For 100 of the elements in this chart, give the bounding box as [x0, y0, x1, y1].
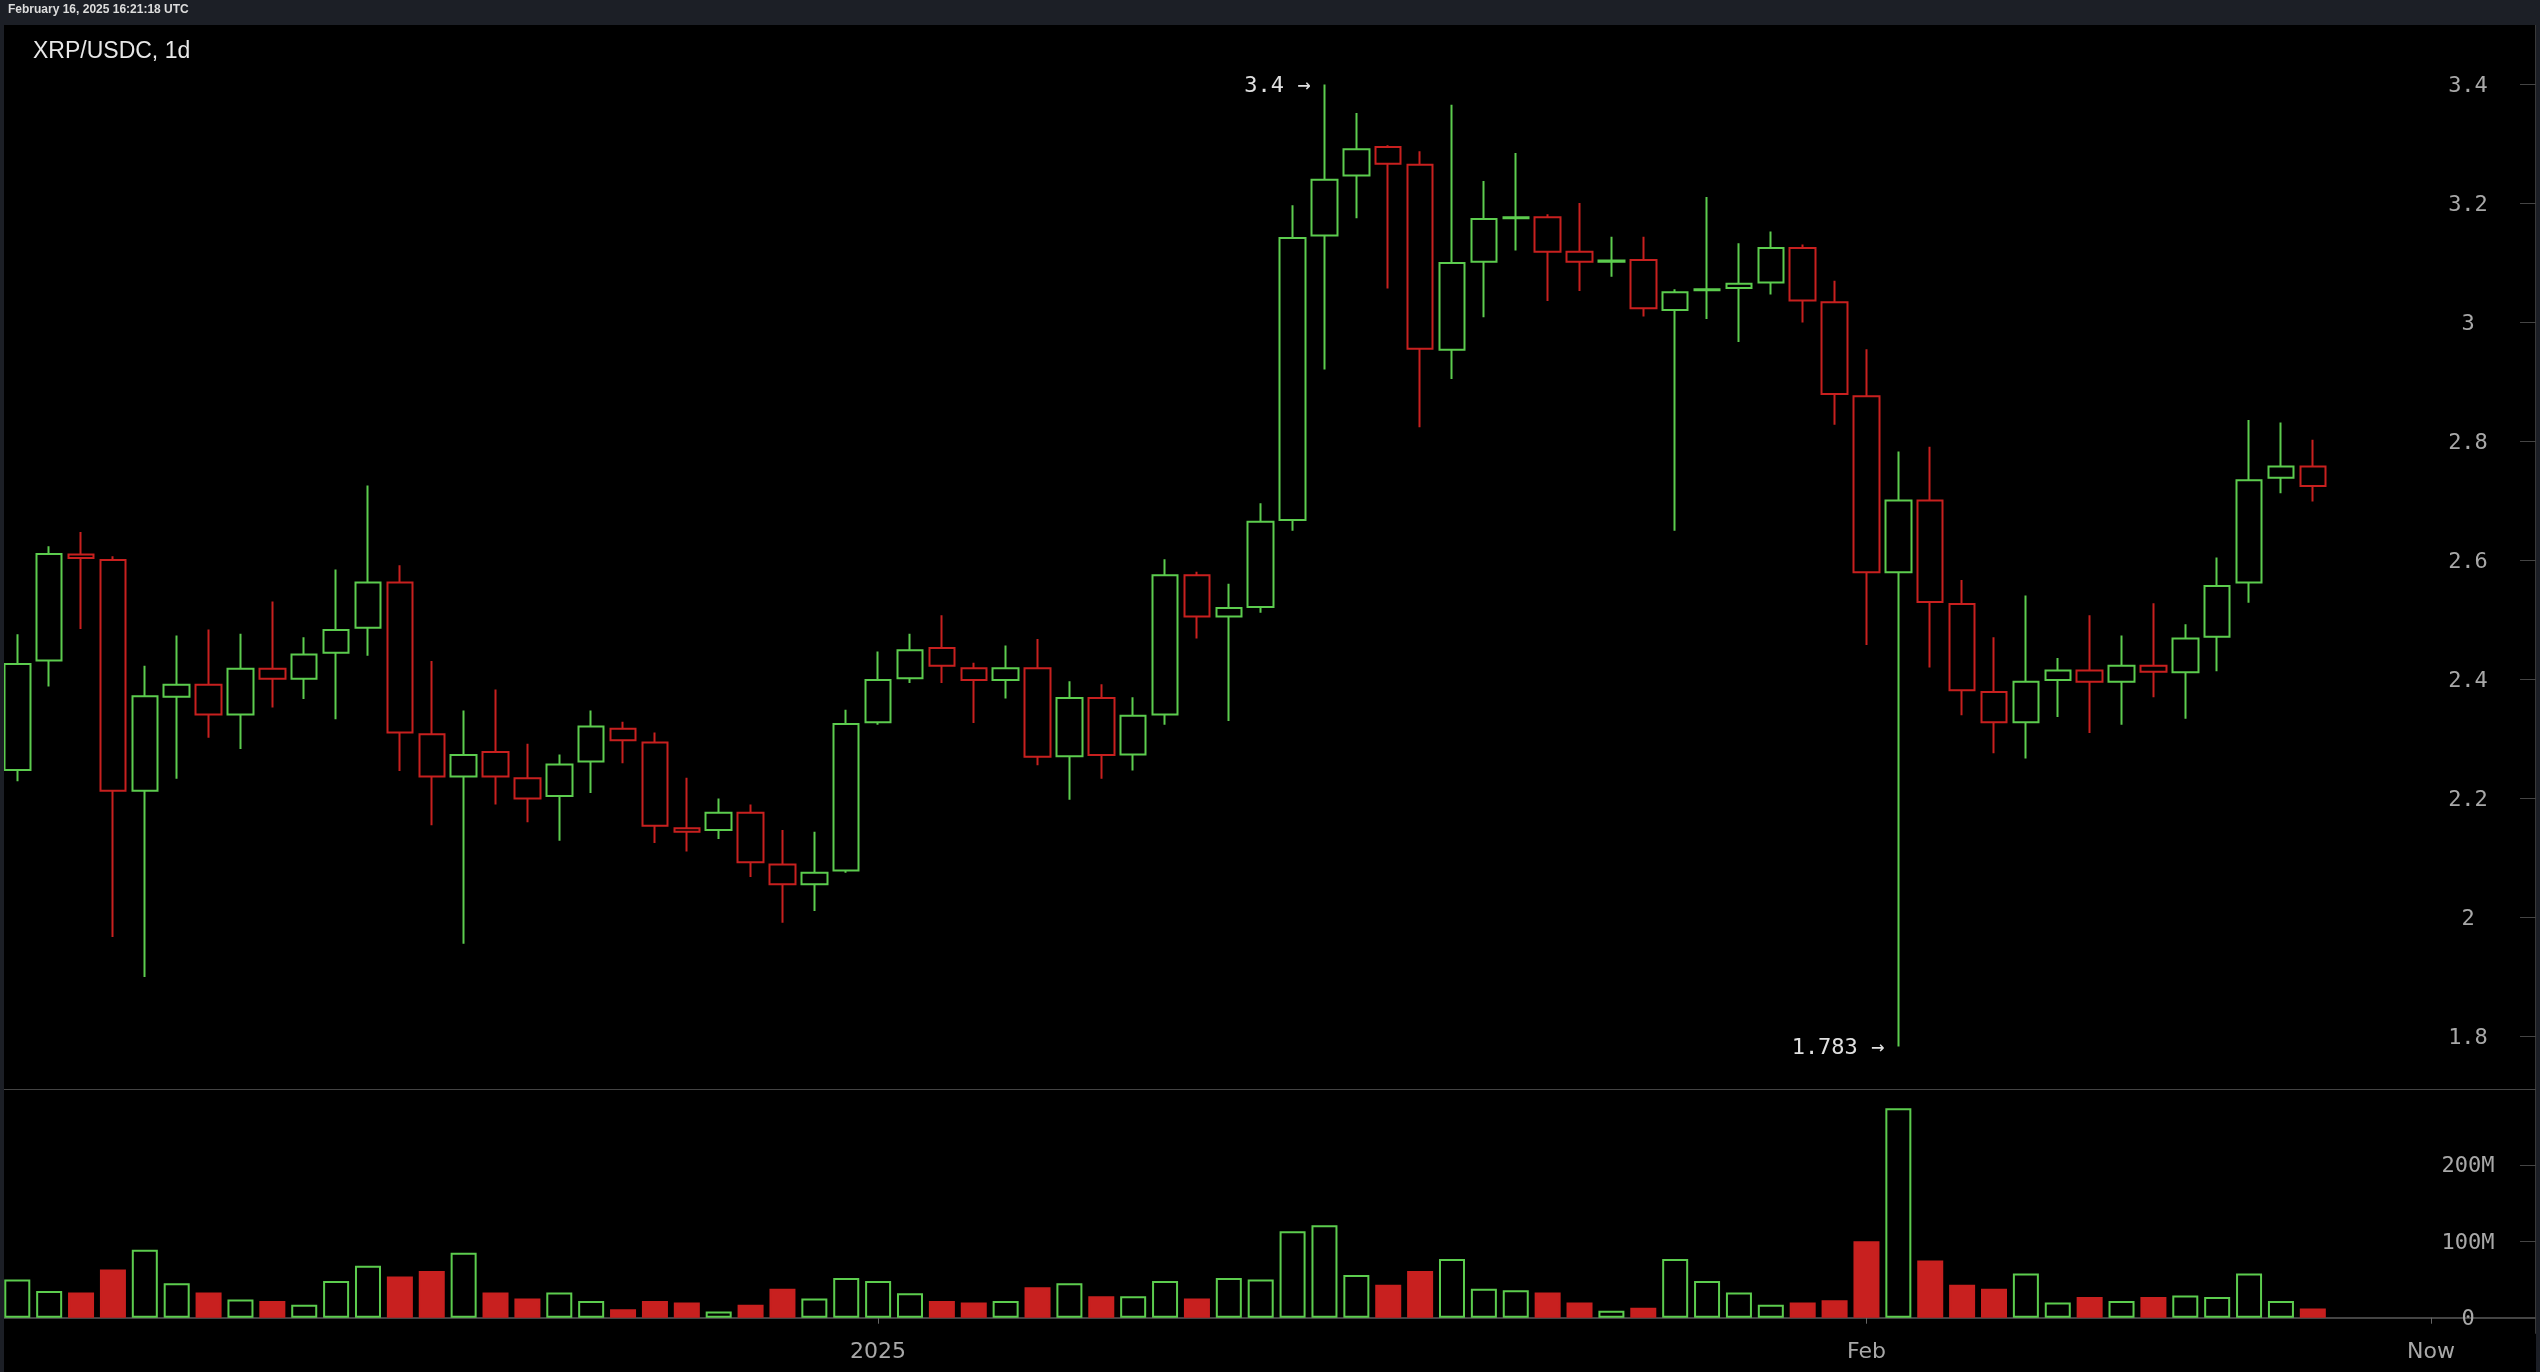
candlestick	[641, 731, 669, 845]
candlestick	[2235, 419, 2263, 604]
bar	[1566, 1302, 1593, 1318]
candlestick	[258, 600, 287, 709]
bar	[2267, 1300, 2294, 1318]
candlestick	[1852, 348, 1881, 646]
bar	[705, 1311, 732, 1318]
candlestick	[1533, 213, 1562, 303]
candlestick	[226, 632, 255, 751]
candlestick	[1629, 235, 1658, 318]
bar	[386, 1276, 413, 1318]
candlestick	[960, 661, 988, 724]
text: February 16, 2025 16:21:18 UTC	[8, 2, 189, 18]
bar	[1152, 1281, 1179, 1318]
candlestick	[2139, 602, 2168, 699]
x-tick-label: Feb	[1846, 1337, 1886, 1363]
candlestick	[290, 636, 318, 701]
y-tick-label: 2.2	[2448, 785, 2488, 811]
bar	[1725, 1292, 1752, 1318]
candlestick	[131, 664, 159, 978]
candlestick	[577, 709, 605, 795]
candlestick	[67, 530, 95, 630]
bar	[1120, 1296, 1147, 1318]
bar	[36, 1290, 63, 1318]
bar	[737, 1304, 764, 1318]
candlestick	[1087, 683, 1116, 780]
candlestick	[513, 742, 542, 824]
candlestick	[1757, 230, 1785, 296]
candlestick	[1565, 201, 1594, 292]
bar	[514, 1298, 541, 1318]
bar	[1088, 1296, 1115, 1318]
bar	[1343, 1274, 1370, 1318]
candlestick	[1438, 103, 1466, 381]
bar	[833, 1277, 860, 1318]
y-tick-label: 100M	[2441, 1228, 2495, 1254]
candlestick	[1342, 112, 1371, 220]
candlestick	[386, 564, 414, 773]
candlestick	[1055, 680, 1084, 801]
bar	[960, 1302, 987, 1318]
bar	[323, 1281, 350, 1318]
bar	[2172, 1295, 2199, 1318]
bar	[1821, 1300, 1848, 1318]
bar	[291, 1304, 318, 1318]
candlestick	[673, 776, 701, 853]
x-tick-label: 2025	[850, 1337, 907, 1363]
bar	[163, 1283, 190, 1318]
text: XRP/USDC, 1d	[33, 36, 191, 63]
bar	[992, 1300, 1019, 1318]
candlestick	[1820, 279, 1849, 426]
bar	[641, 1300, 668, 1318]
y-tick-label: 200M	[2441, 1152, 2495, 1178]
bar	[227, 1299, 254, 1318]
bar	[865, 1281, 892, 1318]
bar	[482, 1292, 509, 1318]
bar	[131, 1249, 158, 1318]
candlestick	[2267, 421, 2295, 495]
candlestick	[354, 484, 382, 657]
bar	[1056, 1283, 1083, 1318]
y-tick-label: 3.2	[2448, 190, 2488, 216]
candlestick	[449, 709, 478, 945]
y-tick-label: 3	[2461, 309, 2475, 335]
bar	[801, 1298, 828, 1318]
bar	[2204, 1297, 2231, 1318]
bar	[1789, 1302, 1816, 1318]
candlestick	[162, 634, 191, 780]
candlestick	[832, 708, 860, 874]
bar	[354, 1265, 381, 1318]
bar	[2236, 1273, 2263, 1318]
bar	[1470, 1288, 1497, 1318]
bar	[450, 1252, 477, 1318]
bar	[1534, 1292, 1561, 1318]
candlestick	[1661, 288, 1689, 532]
candlestick	[99, 555, 127, 939]
bar	[546, 1292, 573, 1318]
candlestick	[800, 830, 829, 912]
candlestick	[736, 803, 765, 878]
y-tick-label: 3.4	[2448, 72, 2488, 97]
bar	[1407, 1271, 1434, 1318]
bar	[1183, 1298, 1210, 1318]
candlestick	[35, 545, 63, 688]
bar	[2044, 1302, 2071, 1318]
candlestick	[2107, 634, 2136, 726]
candlestick	[1470, 179, 1498, 319]
bar	[769, 1288, 796, 1318]
candlestick	[1278, 204, 1307, 532]
bar	[1694, 1281, 1721, 1318]
bar	[1215, 1277, 1242, 1318]
bar	[259, 1300, 286, 1318]
bar	[1757, 1304, 1784, 1318]
candlestick	[194, 628, 223, 739]
bar	[1311, 1225, 1338, 1318]
candlestick	[1151, 558, 1179, 726]
candlestick	[2012, 594, 2040, 760]
bar	[2076, 1297, 2103, 1318]
bar	[2108, 1300, 2135, 1318]
candlestick	[1788, 243, 1817, 324]
bar	[1247, 1279, 1274, 1318]
candlestick	[1119, 696, 1147, 772]
candlestick	[896, 632, 924, 685]
candlestick	[1884, 450, 1913, 1048]
